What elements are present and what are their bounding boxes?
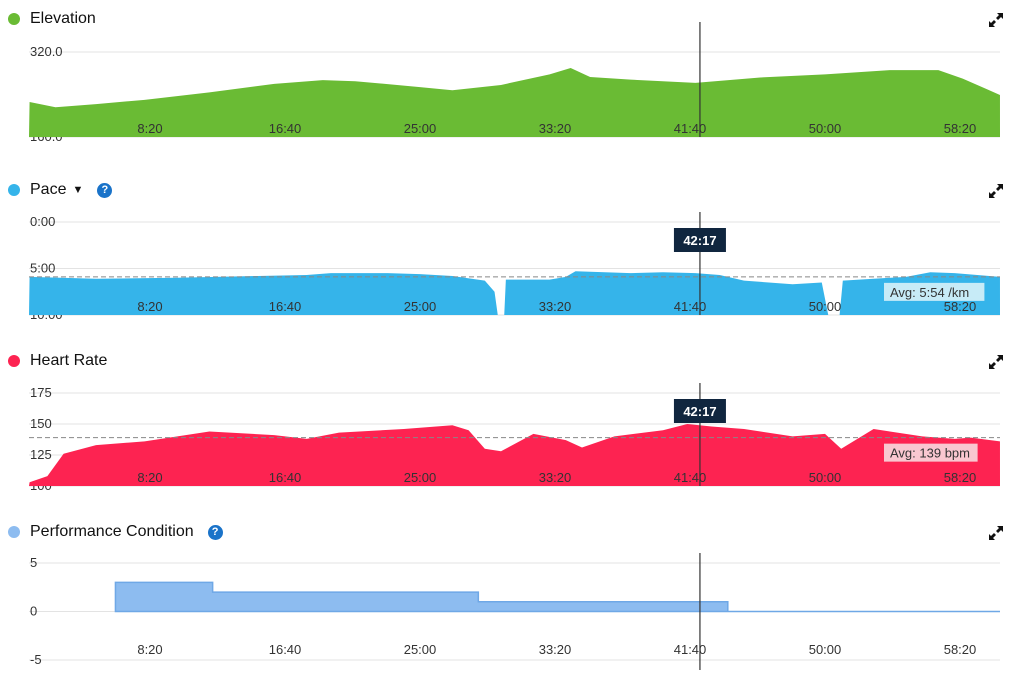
- time-tick-label: 50:00: [809, 121, 842, 136]
- y-tick-label: 0: [30, 604, 37, 619]
- y-tick-label: 150: [30, 416, 52, 431]
- expand-icon[interactable]: [988, 354, 1004, 370]
- pace-area: [29, 271, 1000, 315]
- time-tick-label: 41:40: [674, 299, 707, 314]
- time-tick-label: 50:00: [809, 470, 842, 485]
- legend-dot-icon: [8, 526, 20, 538]
- time-tick-label: 16:40: [269, 121, 302, 136]
- pace-title: Pace ▼?: [8, 181, 113, 199]
- panel-title: Heart Rate: [30, 352, 108, 369]
- elevation-panel: 320.0160.08:2016:4025:0033:2041:4050:005…: [0, 0, 1018, 171]
- panel-title: Pace: [30, 181, 67, 198]
- time-tick-label: 58:20: [944, 642, 977, 657]
- legend-dot-icon: [8, 355, 20, 367]
- time-tick-label: 16:40: [269, 299, 302, 314]
- dropdown-caret-icon[interactable]: ▼: [72, 184, 84, 196]
- elevation-chart: 320.0160.08:2016:4025:0033:2041:4050:005…: [29, 22, 1000, 144]
- cursor-time: 42:17: [683, 404, 716, 419]
- time-tick-label: 16:40: [269, 470, 302, 485]
- time-tick-label: 33:20: [539, 470, 572, 485]
- panel-title: Performance Condition: [30, 523, 194, 540]
- heart-rate-area: [29, 424, 1000, 486]
- panel-title: Elevation: [30, 10, 96, 27]
- performance-condition-panel: 5 0 -5 8:20 16:40 25:00 33:20 41:40 50:00 58:20 Pe…: [0, 513, 1018, 684]
- time-tick-label: 25:00: [404, 299, 437, 314]
- expand-icon[interactable]: [988, 525, 1004, 541]
- time-tick-label: 25:00: [404, 470, 437, 485]
- time-tick-label: 58:20: [944, 470, 977, 485]
- y-tick-label: 5:00: [30, 261, 55, 276]
- time-tick-label: 50:00: [809, 299, 842, 314]
- expand-icon[interactable]: [988, 12, 1004, 28]
- elevation-title: Elevation: [8, 10, 96, 28]
- time-tick-label: 33:20: [539, 299, 572, 314]
- performance-condition-title: Performance Condition?: [8, 523, 223, 541]
- y-tick-label: -5: [30, 652, 42, 667]
- average-label-bg: [884, 443, 978, 462]
- time-tick-label: 58:20: [944, 121, 977, 136]
- time-tick-label: 8:20: [137, 121, 162, 136]
- time-tick-label: 33:20: [539, 121, 572, 136]
- elevation-area: [29, 67, 1000, 137]
- performance-condition-chart: 5 0 -5 8:20 16:40 25:00 33:20 41:40 50:00 58:20: [29, 553, 1000, 670]
- y-tick-label: 320.0: [30, 44, 63, 59]
- time-tick-label: 33:20: [539, 642, 572, 657]
- cursor-tooltip: [673, 228, 726, 252]
- cursor-tooltip: [673, 399, 726, 423]
- time-tick-label: 25:00: [404, 121, 437, 136]
- time-tick-label: 25:00: [404, 642, 437, 657]
- help-icon[interactable]: ?: [97, 182, 113, 198]
- heart-rate-chart: 175150125100Avg: 139 bpm8:2016:4025:0033…: [29, 383, 1000, 493]
- legend-dot-icon: [8, 184, 20, 196]
- time-tick-label: 41:40: [674, 121, 707, 136]
- time-tick-label: 16:40: [269, 642, 302, 657]
- time-tick-label: 8:20: [137, 470, 162, 485]
- average-label: Avg: 5:54 /km: [890, 285, 969, 300]
- time-tick-label: 41:40: [674, 470, 707, 485]
- y-tick-label: 0:00: [30, 214, 55, 229]
- average-label: Avg: 139 bpm: [890, 446, 970, 461]
- y-tick-label: 5: [30, 555, 37, 570]
- help-icon[interactable]: ?: [207, 524, 223, 540]
- time-tick-label: 41:40: [674, 642, 707, 657]
- heart-rate-panel: 175150125100Avg: 139 bpm8:2016:4025:0033…: [0, 342, 1018, 513]
- legend-dot-icon: [8, 13, 20, 25]
- heart-rate-title: Heart Rate: [8, 352, 107, 370]
- performance-condition-area: [114, 581, 1000, 613]
- time-tick-label: 8:20: [137, 642, 162, 657]
- average-label-bg: [884, 282, 985, 301]
- time-tick-label: 8:20: [137, 299, 162, 314]
- y-tick-label: 175: [30, 385, 52, 400]
- cursor-time: 42:17: [683, 233, 716, 248]
- expand-icon[interactable]: [988, 183, 1004, 199]
- time-tick-label: 58:20: [944, 299, 977, 314]
- y-tick-label: 125: [30, 447, 52, 462]
- time-tick-label: 50:00: [809, 642, 842, 657]
